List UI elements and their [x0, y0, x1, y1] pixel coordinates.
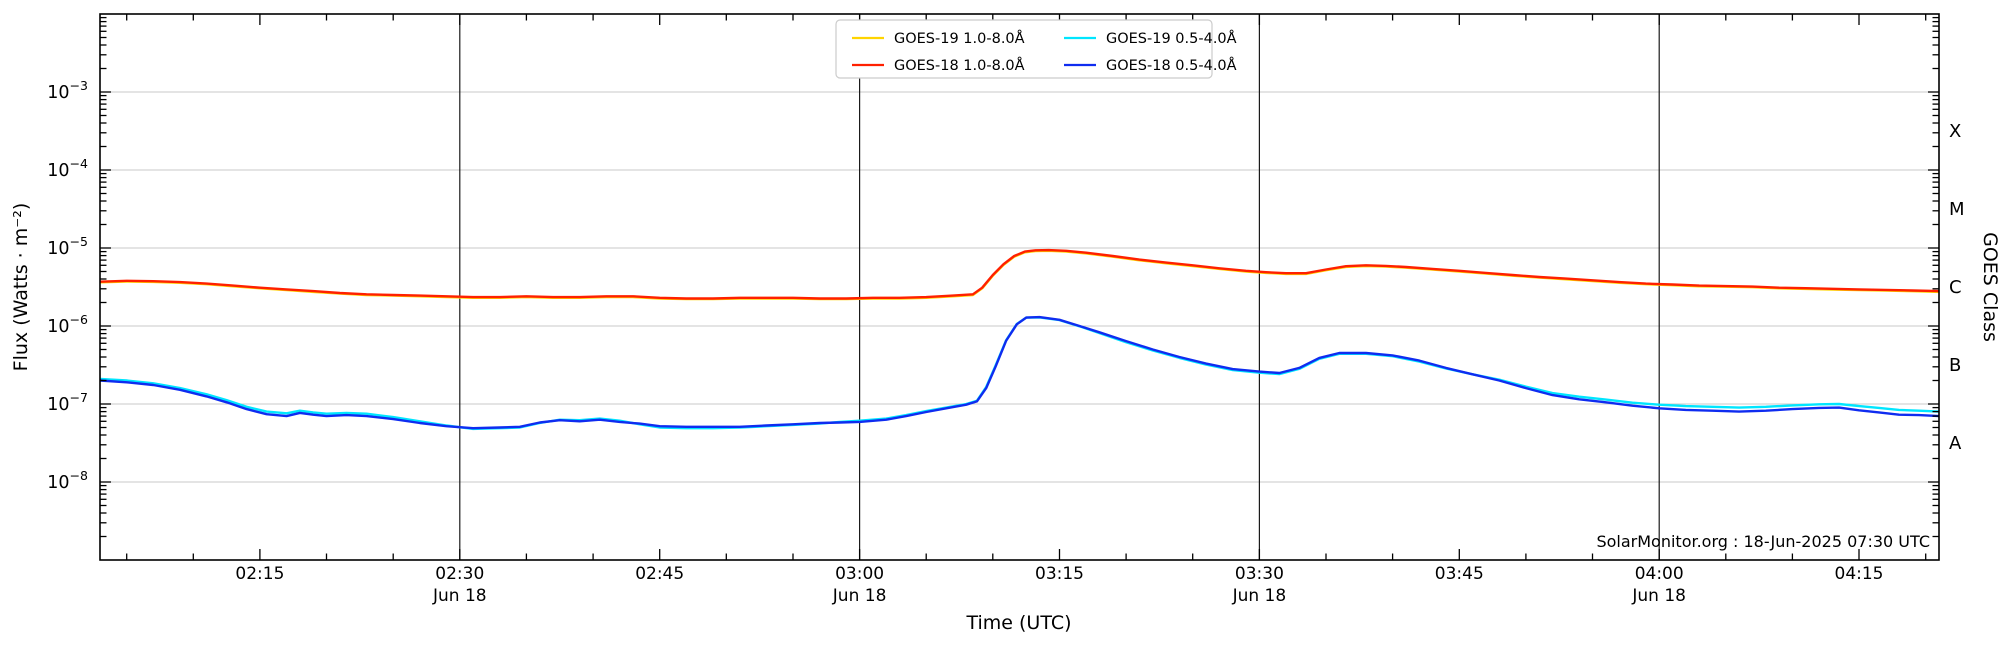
x-tick-date-label: Jun 18 — [1631, 586, 1686, 606]
x-tick-label: 02:30 — [435, 564, 484, 584]
legend-label-0: GOES-19 1.0-8.0Å — [894, 30, 1025, 47]
x-tick-label: 03:15 — [1035, 564, 1084, 584]
legend-label-2: GOES-19 0.5-4.0Å — [1106, 30, 1237, 47]
y-tick-label: 10−7 — [47, 390, 88, 415]
goes-class-label-B: B — [1949, 355, 1961, 376]
x-tick-label: 04:15 — [1835, 564, 1884, 584]
series-line-1 — [100, 248, 1939, 300]
goes-class-axis-label: GOES Class — [1979, 232, 2000, 342]
goes-class-label-C: C — [1949, 277, 1962, 298]
y-tick-label: 10−3 — [47, 78, 88, 103]
series-line-0 — [100, 249, 1939, 301]
x-tick-label: 04:00 — [1635, 564, 1684, 584]
legend-box — [835, 19, 1213, 79]
x-tick-label: 02:45 — [635, 564, 684, 584]
x-axis-label: Time (UTC) — [965, 612, 1071, 634]
series-line-3 — [100, 315, 1939, 430]
x-tick-label: 03:30 — [1235, 564, 1284, 584]
y-tick-label: 10−4 — [47, 156, 88, 181]
grid-layer — [100, 14, 1939, 560]
y-tick-label: 10−5 — [47, 234, 88, 259]
legend-label-1: GOES-18 1.0-8.0Å — [894, 57, 1025, 74]
x-tick-date-label: Jun 18 — [832, 586, 887, 606]
goes-class-label-A: A — [1949, 433, 1962, 454]
series-layer — [100, 248, 1939, 431]
goes-class-label-X: X — [1949, 121, 1961, 142]
x-tick-label: 03:00 — [835, 564, 884, 584]
watermark-credit: SolarMonitor.org : 18-Jun-2025 07:30 UTC — [1596, 532, 1930, 551]
y-axis-label: Flux (Watts · m⁻²) — [10, 203, 32, 372]
plot-frame — [99, 13, 1940, 561]
legend: GOES-19 1.0-8.0Å GOES-18 1.0-8.0Å GOES-19 … — [835, 19, 1237, 79]
goes-class-label-M: M — [1949, 199, 1965, 220]
x-tick-date-label: Jun 18 — [432, 586, 487, 606]
y-tick-label: 10−6 — [47, 312, 88, 337]
legend-label-3: GOES-18 0.5-4.0Å — [1106, 57, 1237, 74]
x-tick-label: 02:15 — [235, 564, 284, 584]
x-tick-date-label: Jun 18 — [1232, 586, 1287, 606]
series-line-2 — [100, 316, 1939, 431]
x-tick-label: 03:45 — [1435, 564, 1484, 584]
y-tick-label: 10−8 — [47, 468, 88, 493]
